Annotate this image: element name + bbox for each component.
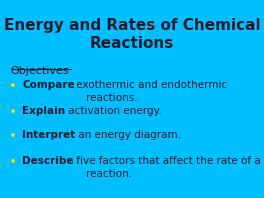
Text: •: • <box>9 156 17 169</box>
Text: Objectives: Objectives <box>11 66 69 76</box>
Text: an energy diagram.: an energy diagram. <box>75 130 181 140</box>
Text: Energy and Rates of Chemical
Reactions: Energy and Rates of Chemical Reactions <box>4 18 260 51</box>
Text: Describe: Describe <box>22 156 74 167</box>
Text: •: • <box>9 130 17 143</box>
Text: five factors that affect the rate of a
    reaction.: five factors that affect the rate of a r… <box>73 156 260 179</box>
Text: activation energy.: activation energy. <box>65 106 161 116</box>
Text: •: • <box>9 80 17 93</box>
Text: •: • <box>9 106 17 119</box>
Text: Interpret: Interpret <box>22 130 76 140</box>
Text: Explain: Explain <box>22 106 65 116</box>
Text: exothermic and endothermic
    reactions.: exothermic and endothermic reactions. <box>73 80 227 103</box>
Text: Compare: Compare <box>22 80 75 90</box>
